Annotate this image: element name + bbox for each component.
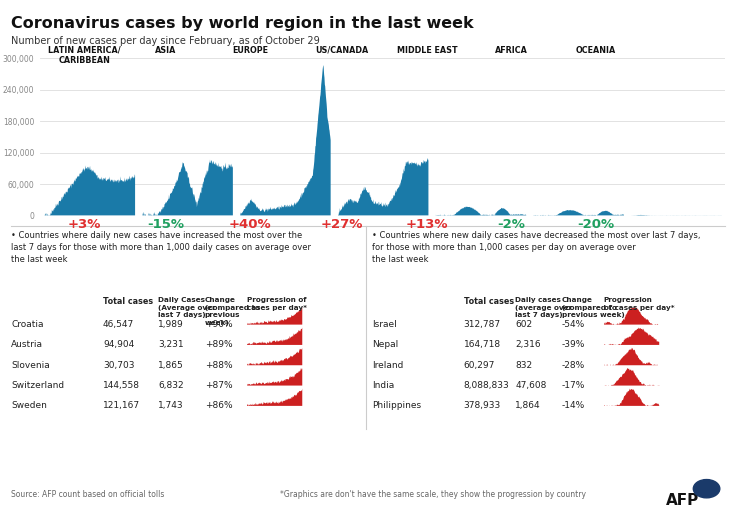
Text: ASIA: ASIA: [155, 46, 177, 55]
Text: Change
(compared to
previous week): Change (compared to previous week): [562, 297, 624, 318]
Text: -15%: -15%: [147, 218, 184, 232]
Text: Daily cases
(average over
last 7 days): Daily cases (average over last 7 days): [515, 297, 573, 318]
Text: 602: 602: [515, 320, 532, 329]
Text: Coronavirus cases by world region in the last week: Coronavirus cases by world region in the…: [11, 16, 474, 31]
Text: Croatia: Croatia: [11, 320, 43, 329]
Text: +90%: +90%: [205, 320, 233, 329]
Text: 1,743: 1,743: [158, 401, 184, 410]
Text: OCEANIA: OCEANIA: [576, 46, 616, 55]
Text: -17%: -17%: [562, 381, 585, 390]
Text: Switzerland: Switzerland: [11, 381, 64, 390]
Text: Ireland: Ireland: [372, 361, 403, 370]
Text: Source: AFP count based on official tolls: Source: AFP count based on official toll…: [11, 490, 164, 499]
Text: Progression of
cases per day*: Progression of cases per day*: [247, 297, 307, 311]
Text: MIDDLE EAST: MIDDLE EAST: [397, 46, 457, 55]
Text: AFP: AFP: [666, 493, 699, 508]
Text: 6,832: 6,832: [158, 381, 184, 390]
Text: AFRICA: AFRICA: [495, 46, 528, 55]
Text: Change
(compared to
previous
week): Change (compared to previous week): [205, 297, 260, 326]
Text: -2%: -2%: [498, 218, 526, 232]
Text: Daily Cases
(Average over
last 7 days): Daily Cases (Average over last 7 days): [158, 297, 216, 318]
Text: Total cases: Total cases: [103, 297, 153, 306]
Text: 3,231: 3,231: [158, 340, 184, 350]
Text: 2,316: 2,316: [515, 340, 541, 350]
Text: -14%: -14%: [562, 401, 585, 410]
Text: -39%: -39%: [562, 340, 585, 350]
Text: 94,904: 94,904: [103, 340, 134, 350]
Text: 121,167: 121,167: [103, 401, 140, 410]
Text: 1,989: 1,989: [158, 320, 184, 329]
Text: EUROPE: EUROPE: [233, 46, 268, 55]
Text: 1,865: 1,865: [158, 361, 184, 370]
Text: Austria: Austria: [11, 340, 43, 350]
Text: Number of new cases per day since February, as of October 29: Number of new cases per day since Februa…: [11, 36, 319, 46]
Text: -28%: -28%: [562, 361, 585, 370]
Text: 8,088,833: 8,088,833: [464, 381, 509, 390]
Text: +27%: +27%: [321, 218, 364, 232]
Text: Philippines: Philippines: [372, 401, 421, 410]
Text: *Graphics are don't have the same scale, they show the progression by country: *Graphics are don't have the same scale,…: [280, 490, 586, 499]
Text: 30,703: 30,703: [103, 361, 135, 370]
Text: 47,608: 47,608: [515, 381, 547, 390]
Text: +86%: +86%: [205, 401, 233, 410]
Text: 1,864: 1,864: [515, 401, 541, 410]
Text: +3%: +3%: [68, 218, 102, 232]
Text: +40%: +40%: [229, 218, 272, 232]
Text: -20%: -20%: [578, 218, 615, 232]
Text: 378,933: 378,933: [464, 401, 501, 410]
Text: LATIN AMERICA/
CARIBBEAN: LATIN AMERICA/ CARIBBEAN: [49, 46, 121, 65]
Text: +89%: +89%: [205, 340, 233, 350]
Text: +87%: +87%: [205, 381, 233, 390]
Text: 164,718: 164,718: [464, 340, 500, 350]
Text: +88%: +88%: [205, 361, 233, 370]
Text: Progression
of cases per day*: Progression of cases per day*: [604, 297, 674, 311]
Text: Total cases: Total cases: [464, 297, 514, 306]
Text: 46,547: 46,547: [103, 320, 134, 329]
Text: India: India: [372, 381, 394, 390]
Text: Nepal: Nepal: [372, 340, 398, 350]
Text: • Countries where new daily cases have decreased the most over last 7 days,
for : • Countries where new daily cases have d…: [372, 231, 700, 264]
Text: 312,787: 312,787: [464, 320, 500, 329]
Text: -54%: -54%: [562, 320, 585, 329]
Text: • Countries where daily new cases have increased the most over the
last 7 days f: • Countries where daily new cases have i…: [11, 231, 311, 264]
Text: Slovenia: Slovenia: [11, 361, 50, 370]
Text: +13%: +13%: [406, 218, 448, 232]
Text: 832: 832: [515, 361, 532, 370]
Text: 60,297: 60,297: [464, 361, 495, 370]
Text: Israel: Israel: [372, 320, 397, 329]
Text: 144,558: 144,558: [103, 381, 140, 390]
Text: US/CANADA: US/CANADA: [316, 46, 369, 55]
Text: Sweden: Sweden: [11, 401, 47, 410]
